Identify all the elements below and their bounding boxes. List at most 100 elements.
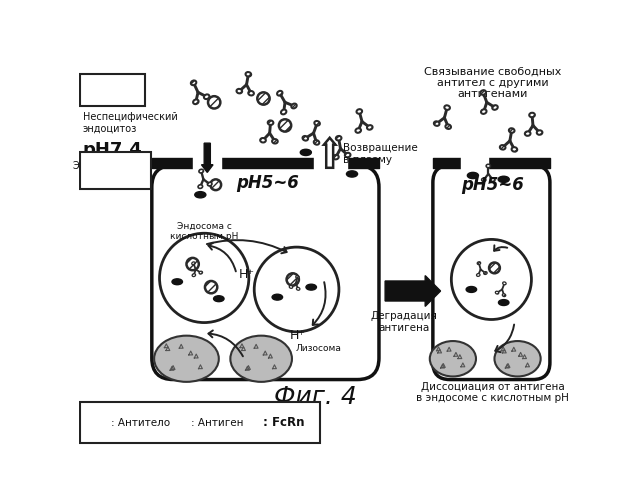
Text: Возвращение
в плазму: Возвращение в плазму (343, 143, 418, 165)
Circle shape (160, 233, 249, 322)
Ellipse shape (511, 147, 517, 152)
FancyBboxPatch shape (80, 152, 151, 188)
Ellipse shape (98, 428, 103, 431)
Ellipse shape (502, 294, 506, 296)
Ellipse shape (302, 136, 308, 140)
Ellipse shape (345, 153, 350, 158)
Circle shape (172, 416, 186, 430)
Ellipse shape (289, 286, 292, 288)
Ellipse shape (291, 104, 297, 108)
Text: Эндотелиальная
клетка: Эндотелиальная клетка (72, 161, 159, 182)
Ellipse shape (445, 124, 451, 129)
Ellipse shape (172, 279, 183, 284)
Circle shape (208, 96, 220, 108)
FancyArrow shape (385, 276, 441, 306)
Ellipse shape (491, 178, 495, 182)
Text: : FcRn: : FcRn (263, 416, 305, 429)
Ellipse shape (246, 72, 251, 76)
Text: Лизосома: Лизосома (296, 344, 342, 353)
Text: H⁺: H⁺ (239, 268, 255, 280)
Text: Неспецифический
эндоцитоз: Неспецифический эндоцитоз (83, 112, 177, 134)
Ellipse shape (281, 110, 286, 114)
Ellipse shape (495, 291, 499, 294)
Circle shape (286, 274, 299, 285)
Ellipse shape (247, 419, 259, 426)
Text: pH5~6: pH5~6 (236, 174, 299, 192)
Ellipse shape (272, 139, 278, 143)
Ellipse shape (236, 89, 242, 94)
Ellipse shape (192, 262, 195, 265)
Ellipse shape (207, 182, 212, 186)
Ellipse shape (498, 176, 509, 182)
Ellipse shape (467, 172, 478, 178)
Text: Кровеносный
сосуд: Кровеносный сосуд (80, 80, 144, 100)
Circle shape (210, 180, 221, 190)
Ellipse shape (466, 286, 476, 292)
Ellipse shape (355, 128, 361, 133)
FancyBboxPatch shape (80, 402, 320, 444)
Ellipse shape (88, 428, 93, 431)
FancyBboxPatch shape (152, 166, 379, 380)
Ellipse shape (481, 110, 487, 114)
Ellipse shape (333, 155, 339, 160)
Ellipse shape (500, 145, 505, 150)
Ellipse shape (434, 122, 439, 126)
Ellipse shape (296, 288, 300, 290)
Ellipse shape (248, 91, 254, 96)
Text: : Антитело: : Антитело (111, 418, 170, 428)
Ellipse shape (230, 336, 292, 382)
Circle shape (257, 92, 270, 104)
Circle shape (254, 247, 339, 332)
Ellipse shape (503, 282, 506, 285)
Ellipse shape (199, 271, 202, 274)
FancyBboxPatch shape (433, 166, 550, 380)
Ellipse shape (296, 276, 299, 278)
Circle shape (186, 258, 199, 270)
Ellipse shape (213, 296, 224, 302)
Ellipse shape (477, 262, 481, 264)
Ellipse shape (191, 80, 196, 85)
Text: pH7.4: pH7.4 (83, 141, 143, 159)
Ellipse shape (444, 106, 450, 110)
Ellipse shape (198, 184, 202, 188)
Ellipse shape (509, 128, 515, 132)
Ellipse shape (300, 150, 312, 156)
Text: Эндосома с
кислотным pH: Эндосома с кислотным pH (170, 222, 238, 242)
Ellipse shape (484, 272, 487, 274)
Ellipse shape (192, 274, 196, 276)
Ellipse shape (314, 140, 319, 144)
Ellipse shape (430, 341, 476, 376)
FancyArrow shape (324, 138, 336, 168)
Circle shape (452, 240, 531, 320)
Ellipse shape (193, 100, 199, 104)
Circle shape (279, 120, 291, 132)
Text: Деградация
антигена: Деградация антигена (370, 311, 437, 332)
Ellipse shape (494, 341, 540, 376)
Ellipse shape (199, 170, 204, 173)
Ellipse shape (482, 178, 486, 182)
Text: H⁺: H⁺ (290, 329, 306, 342)
Text: pH5~6: pH5~6 (461, 176, 524, 194)
Ellipse shape (347, 171, 358, 177)
Ellipse shape (499, 300, 509, 306)
Ellipse shape (314, 121, 320, 126)
Ellipse shape (537, 130, 542, 135)
Text: Диссоциация от антигена
в эндосоме с кислотным pH: Диссоциация от антигена в эндосоме с кис… (416, 382, 569, 404)
Ellipse shape (336, 136, 341, 140)
Ellipse shape (492, 105, 498, 110)
Text: Связывание свободных
антител с другими
антигенами: Связывание свободных антител с другими а… (424, 66, 561, 100)
Text: : Антиген: : Антиген (191, 418, 244, 428)
Ellipse shape (195, 192, 206, 198)
Circle shape (489, 262, 500, 274)
Ellipse shape (204, 94, 209, 99)
Ellipse shape (277, 91, 283, 96)
Circle shape (205, 281, 217, 293)
Ellipse shape (93, 412, 98, 416)
Ellipse shape (357, 109, 362, 114)
Ellipse shape (529, 113, 535, 117)
Ellipse shape (260, 138, 266, 142)
FancyBboxPatch shape (80, 74, 145, 106)
Text: Фиг. 4: Фиг. 4 (275, 386, 357, 409)
Ellipse shape (306, 284, 317, 290)
Ellipse shape (481, 90, 486, 95)
